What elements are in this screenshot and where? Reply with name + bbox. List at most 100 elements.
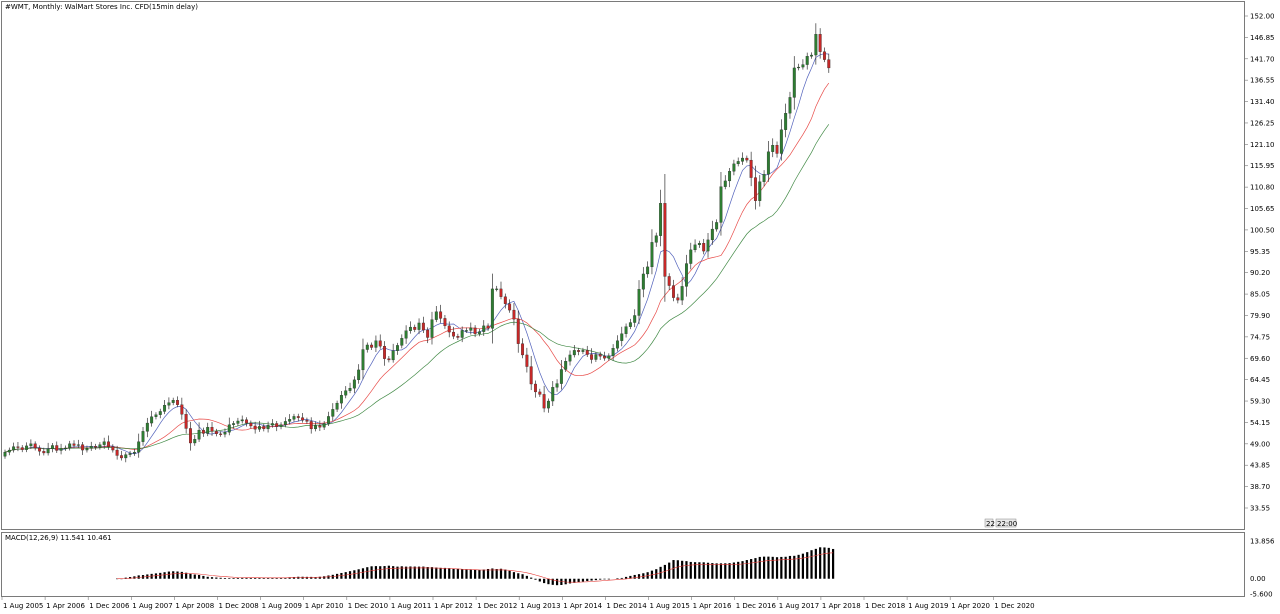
candle-up xyxy=(810,54,813,57)
candle-up xyxy=(680,286,684,301)
candle xyxy=(719,171,723,236)
macd-bar xyxy=(452,568,455,579)
candle-up xyxy=(697,243,701,246)
macd-plot-frame xyxy=(1,532,1245,597)
candle-up xyxy=(732,163,736,172)
macd-bar xyxy=(279,577,283,579)
macd-bar xyxy=(366,567,369,579)
candle-up xyxy=(792,67,796,98)
candle-down xyxy=(499,288,503,297)
macd-bar xyxy=(241,577,244,579)
macd-bar xyxy=(370,566,373,579)
macd-bar xyxy=(594,578,597,581)
candle-down xyxy=(590,354,594,360)
candle xyxy=(214,428,218,437)
macd-bar xyxy=(797,554,800,579)
moving-average-lines xyxy=(4,53,830,455)
period-badge-left-box xyxy=(984,518,994,528)
candle xyxy=(335,400,339,413)
candle-up xyxy=(784,113,788,130)
price-y-axis: 152.00 146.85 141.70 136.55 131.40 126.25 121.… xyxy=(1244,13,1275,513)
candle xyxy=(107,435,110,450)
candle-down xyxy=(115,449,119,456)
macd-bar xyxy=(348,571,352,579)
macd-bar xyxy=(831,548,835,579)
macd-bar xyxy=(228,578,231,579)
candle-up xyxy=(76,444,80,446)
candle-up xyxy=(551,387,555,402)
x-tick-label: 1 Dec 2014 xyxy=(606,602,647,610)
y-tick-label: 100.50 xyxy=(1250,226,1275,234)
macd-bar xyxy=(724,563,727,579)
candle-down xyxy=(827,59,831,69)
candle xyxy=(132,448,136,456)
candle xyxy=(581,347,585,355)
candle xyxy=(555,379,559,392)
macd-bar xyxy=(353,570,356,579)
macd-bar xyxy=(737,561,740,579)
y-tick-label: 59.30 xyxy=(1250,398,1270,406)
x-tick-label: 1 Dec 2008 xyxy=(219,602,259,610)
candle xyxy=(452,326,456,340)
candle xyxy=(344,386,348,399)
x-tick-label: 1 Apr 2006 xyxy=(46,602,85,610)
candle-up xyxy=(788,97,792,114)
macd-bar xyxy=(327,575,330,579)
candle xyxy=(624,323,628,338)
candle xyxy=(529,355,533,391)
candle xyxy=(426,327,430,344)
candle xyxy=(736,157,740,167)
candle xyxy=(102,437,106,449)
candle xyxy=(206,422,210,437)
macd-bar xyxy=(262,577,265,579)
macd-bar xyxy=(668,562,671,579)
candle-up xyxy=(741,157,744,162)
candle-up xyxy=(365,344,369,350)
candle-down xyxy=(473,327,477,334)
macd-bar xyxy=(137,575,140,579)
x-tick-label: 1 Dec 2018 xyxy=(865,602,905,610)
candle xyxy=(223,428,227,438)
candle-up xyxy=(736,161,740,165)
candle-down xyxy=(529,366,533,385)
candle-down xyxy=(305,420,309,422)
candle xyxy=(590,348,594,364)
candle-up xyxy=(236,420,240,424)
y-tick-label: 152.00 xyxy=(1250,13,1275,21)
macd-bar xyxy=(685,561,688,579)
macd-bar xyxy=(379,566,382,579)
candle xyxy=(827,53,831,73)
y-tick-label: 33.55 xyxy=(1250,505,1270,513)
candle-up xyxy=(352,379,356,389)
candle xyxy=(430,311,434,345)
candle-down xyxy=(667,276,671,286)
candle xyxy=(633,309,637,328)
main-plot-frame xyxy=(1,1,1245,530)
candle xyxy=(245,417,248,427)
candle-up xyxy=(391,350,395,361)
macd-bar xyxy=(163,572,166,579)
macd-bar xyxy=(603,578,606,580)
macd-bar xyxy=(599,578,602,580)
y-tick-label: 69.60 xyxy=(1250,355,1270,363)
candle xyxy=(818,28,822,59)
x-tick-label: 1 Apr 2014 xyxy=(563,602,602,610)
macd-bar xyxy=(172,571,175,579)
candle xyxy=(171,397,175,406)
macd-bar xyxy=(275,577,278,579)
y-tick-label: 141.70 xyxy=(1250,55,1275,63)
candle-up xyxy=(546,400,550,409)
candle xyxy=(158,408,162,419)
candle-up xyxy=(620,333,624,341)
macd-bar xyxy=(197,575,201,579)
candle-down xyxy=(210,427,214,432)
candle-up xyxy=(335,402,339,410)
candle-down xyxy=(676,297,680,301)
candle-down xyxy=(42,451,46,454)
candle xyxy=(486,323,490,331)
macd-bar xyxy=(413,566,416,579)
candle-up xyxy=(495,288,499,290)
candle xyxy=(180,397,184,420)
candle xyxy=(779,119,783,161)
macd-bar xyxy=(499,568,503,579)
